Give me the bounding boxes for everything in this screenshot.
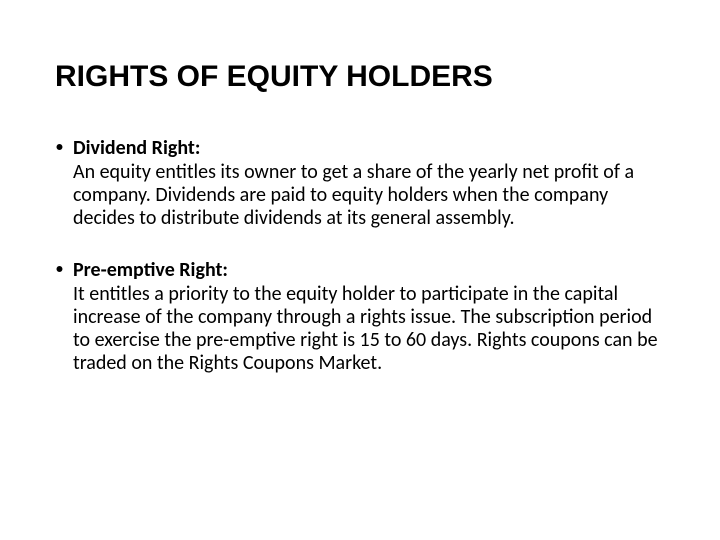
bullet-marker-icon: •	[56, 260, 63, 277]
bullet-marker-icon: •	[56, 138, 63, 155]
bullet-item: • Pre-emptive Right: It entitles a prior…	[55, 258, 665, 375]
bullet-body-text: An equity entitles its owner to get a sh…	[73, 161, 665, 230]
bullet-heading: • Dividend Right:	[73, 136, 665, 160]
bullet-item: • Dividend Right: An equity entitles its…	[55, 136, 665, 230]
slide-title: RIGHTS OF EQUITY HOLDERS	[55, 60, 665, 94]
bullet-heading-text: Dividend Right:	[73, 136, 200, 160]
bullet-heading-text: Pre-emptive Right:	[73, 258, 228, 282]
bullet-body-text: It entitles a priority to the equity hol…	[73, 283, 665, 375]
bullet-heading: • Pre-emptive Right:	[73, 258, 665, 282]
